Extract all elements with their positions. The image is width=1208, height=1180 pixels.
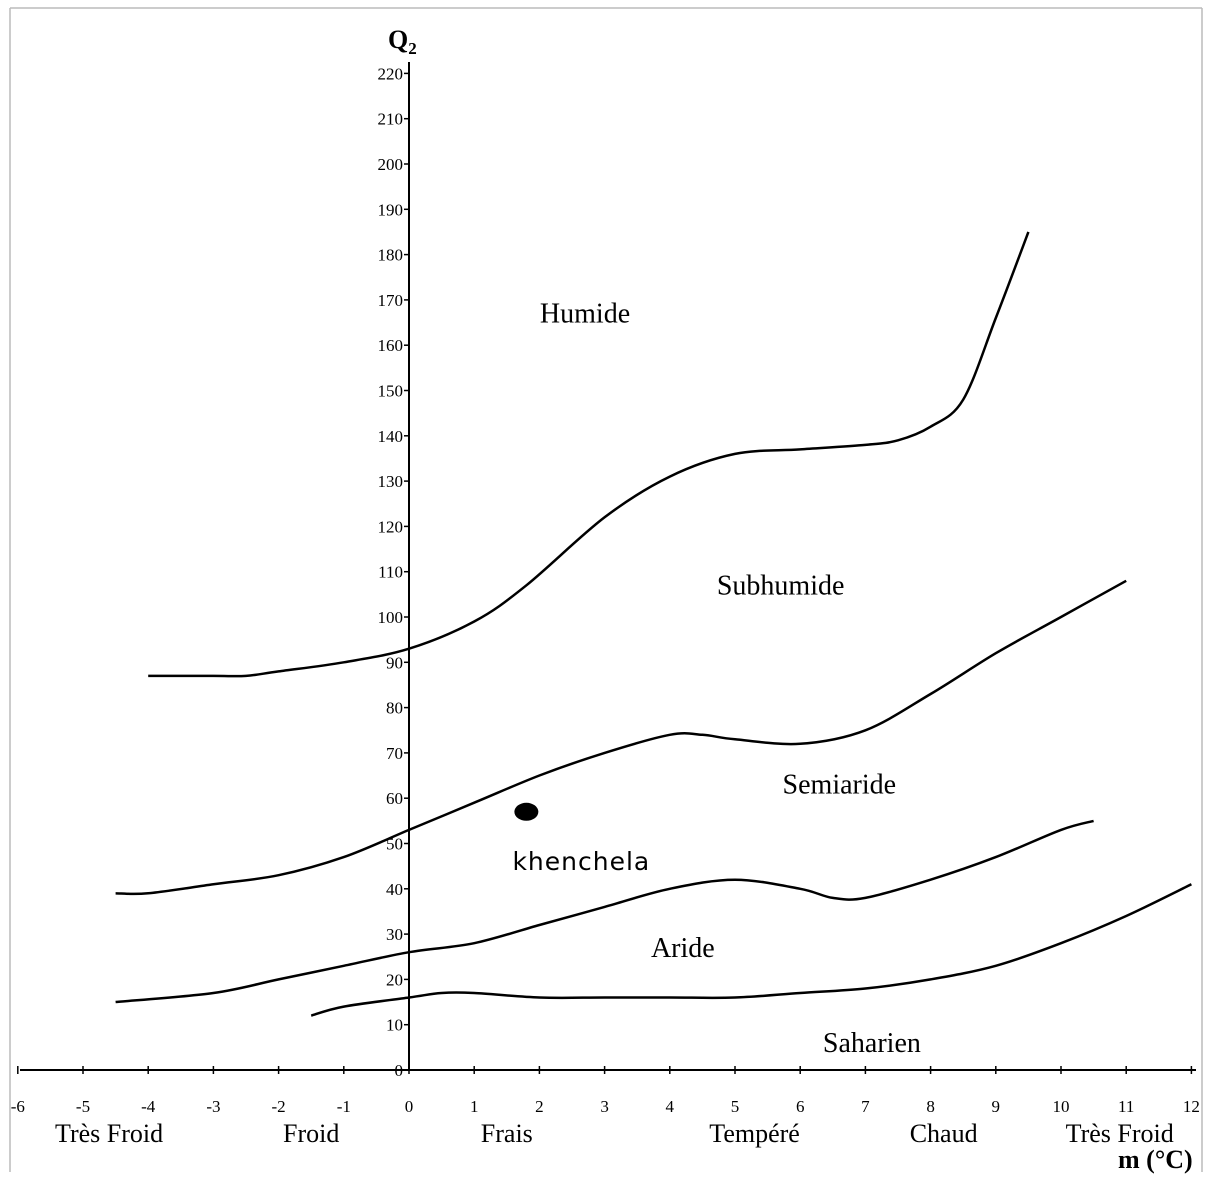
x-axis-title: m (°C) — [1118, 1145, 1193, 1174]
chart-labels: Humide Subhumide Semiaride Aride Saharien khe… — [55, 299, 1174, 1148]
y-tick-label: 120 — [378, 517, 404, 536]
station-label: khenchela — [512, 847, 650, 876]
y-tick-label: 160 — [378, 336, 404, 355]
y-tick-label: 30 — [386, 925, 403, 944]
boundary-curve-4 — [310, 883, 1192, 1017]
y-axis-title: Q2 — [388, 25, 417, 58]
zone-label: Aride — [651, 933, 715, 964]
y-tick-label: 150 — [378, 382, 404, 401]
x-tick-label: -5 — [76, 1097, 90, 1116]
x-tick-label: 4 — [666, 1097, 675, 1116]
zone-label: Humide — [540, 299, 630, 330]
x-tick-label: 11 — [1118, 1097, 1134, 1116]
y-tick-label: 20 — [386, 970, 403, 989]
x-tick-label: 8 — [926, 1097, 935, 1116]
x-tick-label: 6 — [796, 1097, 805, 1116]
boundary-curve-2 — [115, 579, 1127, 896]
x-tick-label: -3 — [206, 1097, 220, 1116]
winter-category-label: Très Froid — [1066, 1119, 1174, 1148]
winter-category-label: Chaud — [910, 1119, 978, 1148]
zone-label: Subhumide — [717, 570, 845, 601]
y-tick-label: 170 — [378, 291, 404, 310]
x-tick-label: 12 — [1183, 1097, 1200, 1116]
x-tick-label: -2 — [272, 1097, 286, 1116]
x-tick-label: 5 — [731, 1097, 740, 1116]
x-tick-label: 10 — [1053, 1097, 1070, 1116]
axes: -6 -5 -4 -3 -2 -1 0 1 2 3 4 5 6 7 8 9 10 11 12010203040506… — [11, 62, 1200, 1116]
x-tick-label: 7 — [861, 1097, 870, 1116]
y-tick-label: 190 — [378, 200, 404, 219]
winter-category-label: Très Froid — [55, 1119, 163, 1148]
x-tick-label: 2 — [535, 1097, 544, 1116]
y-tick-label: 200 — [378, 155, 404, 174]
y-tick-label: 0 — [395, 1061, 404, 1080]
y-tick-label: 100 — [378, 608, 404, 627]
station-point — [514, 802, 539, 821]
y-tick-label: 180 — [378, 246, 404, 265]
y-tick-label: 110 — [378, 563, 403, 582]
winter-category-label: Froid — [283, 1119, 339, 1148]
y-tick-label: 210 — [378, 110, 404, 129]
y-tick-label: 220 — [378, 64, 404, 83]
winter-category-label: Frais — [481, 1119, 533, 1148]
zone-label: Semiaride — [783, 770, 897, 801]
winter-category-label: Tempéré — [709, 1119, 800, 1148]
x-tick-label: 3 — [600, 1097, 609, 1116]
y-tick-label: 40 — [386, 880, 403, 899]
x-tick-label: -6 — [11, 1097, 25, 1116]
y-tick-label: 90 — [386, 653, 403, 672]
x-tick-label: -1 — [337, 1097, 351, 1116]
x-tick-label: 9 — [992, 1097, 1001, 1116]
boundary-curve-1 — [148, 231, 1030, 678]
climate-boundary-curves — [115, 231, 1192, 1017]
y-tick-label: 60 — [386, 789, 403, 808]
boundary-curve-3 — [115, 819, 1094, 1004]
y-tick-label: 140 — [378, 427, 404, 446]
x-tick-label: -4 — [141, 1097, 156, 1116]
x-tick-label: 1 — [470, 1097, 479, 1116]
y-tick-label: 70 — [386, 744, 403, 763]
y-tick-label: 10 — [386, 1016, 403, 1035]
y-tick-label: 80 — [386, 699, 403, 718]
y-tick-label: 130 — [378, 472, 404, 491]
zone-label: Saharien — [823, 1028, 921, 1059]
x-tick-label: 0 — [405, 1097, 414, 1116]
